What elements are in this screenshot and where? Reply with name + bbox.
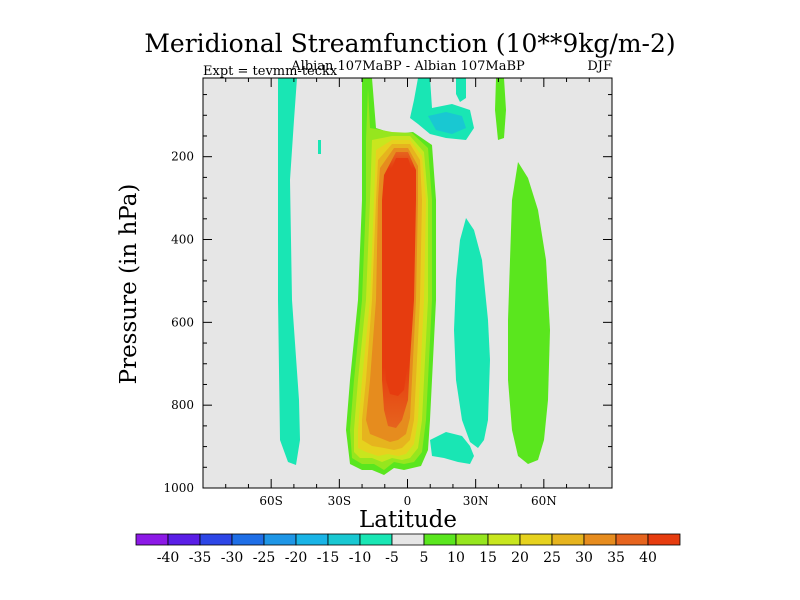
contour-cyan-band-25n bbox=[454, 218, 490, 448]
colorbar-label: -5 bbox=[385, 550, 399, 566]
contour-cyan-upper-20n bbox=[456, 78, 466, 102]
y-tick-label: 200 bbox=[171, 150, 194, 164]
colorbar-label: 15 bbox=[479, 550, 497, 566]
chart-title: Meridional Streamfunction (10**9kg/m-2) bbox=[144, 29, 675, 58]
y-tick-label: 600 bbox=[171, 315, 194, 329]
chart-right-string: DJF bbox=[587, 59, 612, 74]
y-tick-label: 800 bbox=[171, 398, 194, 412]
colorbar-label: -25 bbox=[253, 550, 276, 566]
colorbar-label: -20 bbox=[285, 550, 308, 566]
colorbar-label: 30 bbox=[575, 550, 593, 566]
colorbar-swatch bbox=[647, 533, 681, 546]
colorbar-label: 40 bbox=[639, 550, 657, 566]
x-tick-label: 60S bbox=[259, 494, 283, 508]
contour-cyan-band-65s bbox=[278, 78, 300, 465]
colorbar-swatch bbox=[583, 533, 617, 546]
contour-cyan-lower-15n bbox=[430, 432, 474, 464]
colorbar-label: -40 bbox=[157, 550, 180, 566]
colorbar-swatch bbox=[551, 533, 585, 546]
contour-blue-upper-15n bbox=[428, 112, 466, 134]
colorbar-label: 10 bbox=[447, 550, 465, 566]
colorbar-swatch bbox=[231, 533, 265, 546]
colorbar-swatch bbox=[199, 533, 233, 546]
colorbar-swatch bbox=[487, 533, 521, 546]
colorbar-swatch bbox=[327, 533, 361, 546]
colorbar-swatch bbox=[615, 533, 649, 546]
x-tick-label: 30S bbox=[328, 494, 352, 508]
x-tick-label: 0 bbox=[404, 494, 412, 508]
colorbar-swatch bbox=[391, 533, 425, 546]
colorbar-label: 5 bbox=[420, 550, 429, 566]
axis-ticks: 60S 30S 0 30N 60N 200 400 600 800 1000 bbox=[163, 78, 612, 508]
contour-level-40 bbox=[384, 158, 414, 396]
x-tick-label: 30N bbox=[463, 494, 489, 508]
colorbar-label: -15 bbox=[317, 550, 340, 566]
colorbar-label: 20 bbox=[511, 550, 529, 566]
colorbar-label: -30 bbox=[221, 550, 244, 566]
colorbar-swatch bbox=[295, 533, 329, 546]
x-axis-label: Latitude bbox=[359, 507, 457, 533]
chart-center-string: Albian 107MaBP - Albian 107MaBP bbox=[290, 59, 525, 74]
colorbar-swatch bbox=[359, 533, 393, 546]
colorbar: -40 -35 -30 -25 -20 -15 -10 -5 5 10 15 20 25 30 35 40 bbox=[135, 533, 681, 566]
colorbar-label: 35 bbox=[607, 550, 625, 566]
colorbar-swatch bbox=[263, 533, 297, 546]
contour-fields bbox=[278, 78, 550, 475]
chart-left-string: Expt = tevmm-teckx bbox=[203, 64, 338, 79]
contour-green-upper-40n bbox=[495, 78, 506, 140]
colorbar-swatch bbox=[519, 533, 553, 546]
colorbar-swatch bbox=[135, 533, 169, 546]
x-tick-label: 60N bbox=[531, 494, 557, 508]
y-axis-label: Pressure (in hPa) bbox=[116, 184, 142, 385]
contour-green-band-55n bbox=[508, 162, 550, 464]
y-tick-label: 400 bbox=[171, 233, 194, 247]
colorbar-swatch bbox=[423, 533, 457, 546]
colorbar-label: 25 bbox=[543, 550, 561, 566]
colorbar-label: -35 bbox=[189, 550, 212, 566]
y-tick-label: 1000 bbox=[163, 481, 194, 495]
colorbar-label: -10 bbox=[349, 550, 372, 566]
contour-cyan-spot-40s bbox=[318, 140, 321, 154]
colorbar-swatch bbox=[455, 533, 489, 546]
colorbar-swatch bbox=[167, 533, 201, 546]
